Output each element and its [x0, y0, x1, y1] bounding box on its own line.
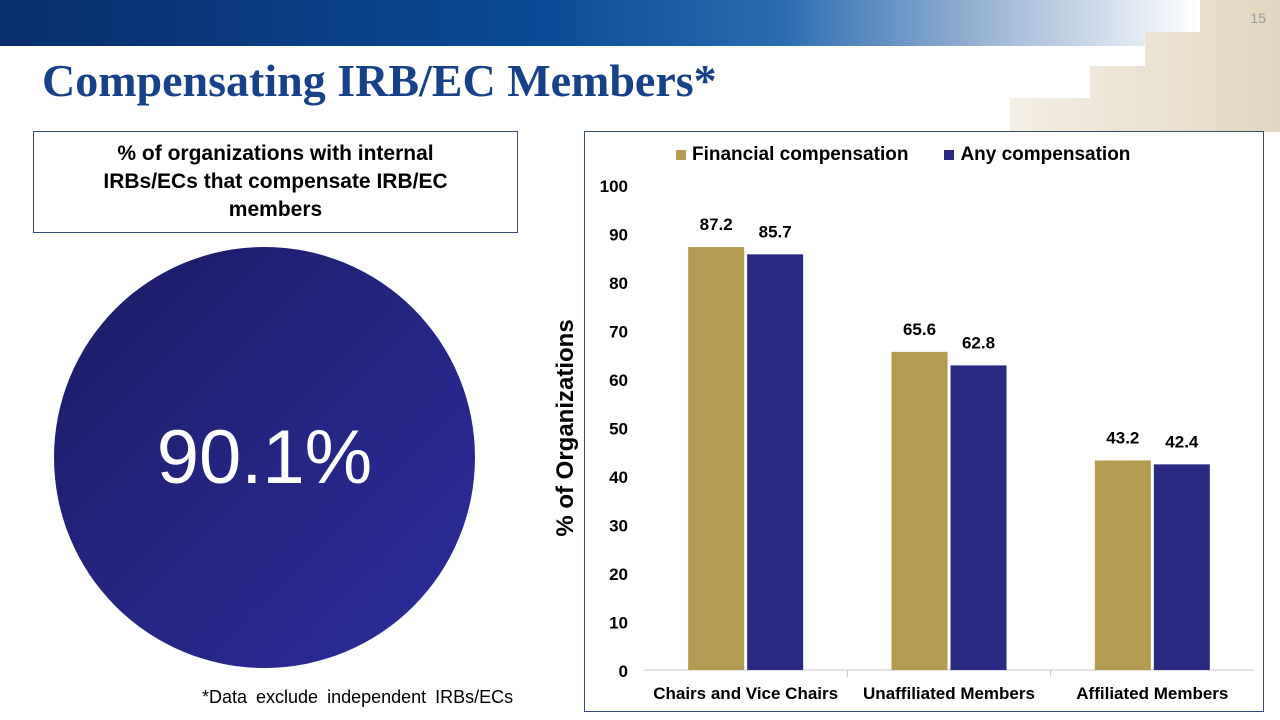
- y-tick-label: 20: [609, 565, 628, 584]
- y-tick-label: 10: [609, 614, 628, 633]
- chart-frame: [584, 131, 1264, 712]
- chart-legend: Financial compensation Any compensation: [676, 144, 1130, 166]
- x-tick-label: Affiliated Members: [1076, 684, 1228, 703]
- data-label: 62.8: [962, 333, 995, 352]
- y-tick-label: 60: [609, 371, 628, 390]
- legend-swatch-any: [944, 150, 955, 160]
- data-label: 65.6: [903, 320, 936, 339]
- big-stat-value: 90.1%: [156, 415, 373, 500]
- y-axis-label: % of Organizations: [552, 319, 579, 537]
- bar-any: [950, 365, 1007, 670]
- y-tick-label: 40: [609, 468, 628, 487]
- y-tick-label: 50: [609, 420, 628, 439]
- slide-number: 15: [1250, 10, 1266, 26]
- data-label: 85.7: [759, 222, 792, 241]
- legend-label-financial: Financial compensation: [692, 144, 909, 165]
- legend-label-any: Any compensation: [960, 144, 1131, 165]
- data-label: 42.4: [1165, 432, 1199, 451]
- caption-box: % of organizations with internal IRBs/EC…: [33, 131, 518, 233]
- bar-financial: [688, 247, 745, 670]
- legend-item-financial: Financial compensation: [676, 144, 908, 166]
- caption-text: % of organizations with internal IRBs/EC…: [103, 142, 448, 221]
- stat-circle: 90.1%: [54, 247, 475, 668]
- y-tick-label: 30: [609, 517, 628, 536]
- y-tick-label: 90: [609, 226, 628, 245]
- y-tick-label: 0: [619, 662, 628, 681]
- y-tick-label: 80: [609, 274, 628, 293]
- data-label: 43.2: [1106, 428, 1139, 447]
- y-tick-label: 70: [609, 323, 628, 342]
- legend-item-any: Any compensation: [944, 144, 1130, 166]
- legend-swatch-financial: [676, 150, 686, 160]
- bar-financial: [1094, 460, 1151, 670]
- stairs-decoration: [1010, 0, 1280, 132]
- bar-any: [1153, 464, 1210, 670]
- footnote: *Data exclude independent IRBs/ECs: [202, 687, 514, 707]
- slide-title: Compensating IRB/EC Members*: [42, 55, 717, 106]
- data-label: 87.2: [700, 215, 733, 234]
- bar-financial: [891, 351, 948, 670]
- header-band: [0, 0, 1200, 46]
- bar-any: [747, 254, 804, 671]
- y-tick-label: 100: [600, 177, 628, 196]
- x-tick-label: Chairs and Vice Chairs: [653, 684, 838, 703]
- x-tick-label: Unaffiliated Members: [863, 684, 1035, 703]
